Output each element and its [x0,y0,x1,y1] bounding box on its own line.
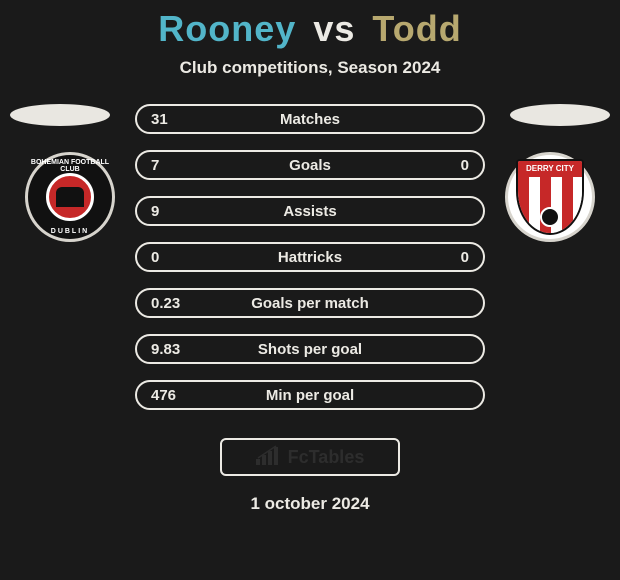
subtitle: Club competitions, Season 2024 [0,58,620,78]
stat-label: Goals per match [137,295,483,312]
brand-text: FcTables [288,447,365,468]
player2-name: Todd [372,8,461,49]
stat-row-assists: 9 Assists [135,196,485,226]
stat-label: Matches [137,111,483,128]
badge-gate-icon [56,187,84,207]
stat-row-min-per-goal: 476 Min per goal [135,380,485,410]
stats-list: 31 Matches 7 Goals 0 9 Assists 0 Hattric… [135,104,485,410]
stat-left-value: 9 [151,203,159,220]
vs-text: vs [313,8,355,49]
stat-right-value: 0 [461,157,469,174]
stat-left-value: 31 [151,111,168,128]
stat-right-value: 0 [461,249,469,266]
stat-row-matches: 31 Matches [135,104,485,134]
badge-inner-left [46,173,94,221]
club-badge-right: DERRY CITY [505,152,595,242]
stat-label: Min per goal [137,387,483,404]
stat-left-value: 7 [151,157,159,174]
stat-left-value: 0.23 [151,295,180,312]
stat-label: Shots per goal [137,341,483,358]
stat-row-goals: 7 Goals 0 [135,150,485,180]
badge-ball-icon [540,207,560,227]
badge-ring-top: BOHEMIAN FOOTBALL CLUB [28,159,112,173]
date-text: 1 october 2024 [0,494,620,514]
badge-outer-right: DERRY CITY [505,152,595,242]
badge-shield: DERRY CITY [516,159,584,235]
stat-label: Goals [137,157,483,174]
bar-chart-icon [256,445,282,470]
club-badge-left: BOHEMIAN FOOTBALL CLUB DUBLIN [25,152,115,242]
player1-name: Rooney [158,8,296,49]
stat-left-value: 9.83 [151,341,180,358]
title: Rooney vs Todd [0,8,620,50]
stat-label: Hattricks [137,249,483,266]
stat-left-value: 0 [151,249,159,266]
stat-row-hattricks: 0 Hattricks 0 [135,242,485,272]
badge-outer-left: BOHEMIAN FOOTBALL CLUB DUBLIN [25,152,115,242]
pedestal-left [10,104,110,126]
brand-logo: FcTables [220,438,400,476]
pedestal-right [510,104,610,126]
stat-label: Assists [137,203,483,220]
badge-ring-bottom: DUBLIN [28,228,112,235]
comparison-card: Rooney vs Todd Club competitions, Season… [0,0,620,580]
badge-banner: DERRY CITY [518,161,582,177]
stat-left-value: 476 [151,387,176,404]
stage: BOHEMIAN FOOTBALL CLUB DUBLIN DERRY CITY… [0,104,620,410]
stat-row-shots-per-goal: 9.83 Shots per goal [135,334,485,364]
stat-row-goals-per-match: 0.23 Goals per match [135,288,485,318]
